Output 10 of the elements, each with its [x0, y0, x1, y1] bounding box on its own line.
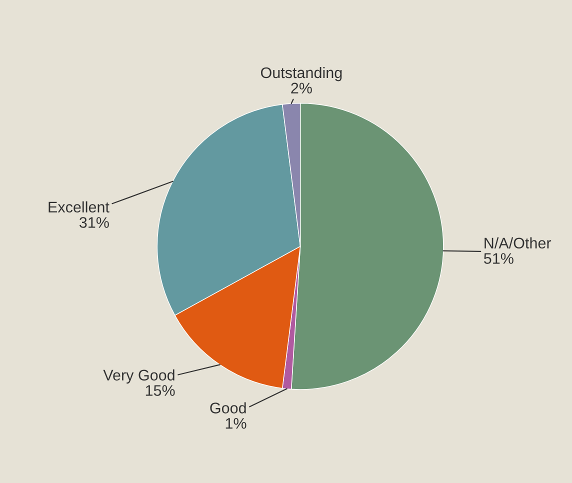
data-label: 2%: [291, 82, 312, 94]
slice-label: N/A/Other: [484, 237, 552, 249]
slice-label: Very Good: [103, 369, 174, 384]
slice-label: Outstanding: [260, 66, 342, 82]
data-label: 1%: [226, 418, 246, 429]
data-label: 15%: [146, 385, 175, 396]
data-label: 51%: [484, 253, 514, 264]
slice-label: Excellent: [48, 201, 110, 213]
slice-label: Good: [210, 402, 246, 414]
data-label: 31%: [79, 217, 109, 228]
